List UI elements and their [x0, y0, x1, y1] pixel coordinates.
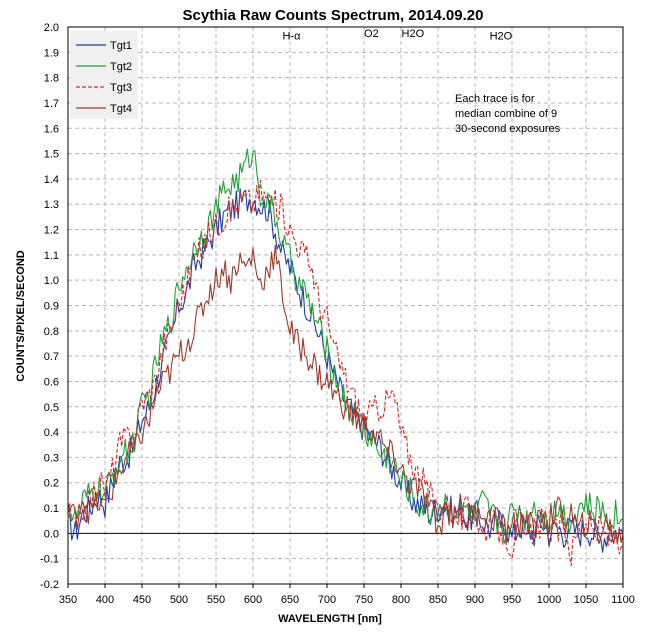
x-tick-label: 1050 [574, 594, 598, 606]
series-lines [67, 148, 624, 567]
y-tick-label: 1.7 [44, 98, 59, 110]
axes [67, 26, 624, 588]
series-line-tgt1 [67, 188, 624, 553]
y-tick-label: 0.8 [44, 326, 59, 338]
y-tick-label: 2.0 [44, 22, 59, 34]
y-tick-label: 0.9 [44, 301, 59, 313]
x-tick-label: 700 [318, 594, 336, 606]
x-axis-title: WAVELENGTH [nm] [278, 613, 382, 625]
y-tick-label: 0.6 [44, 376, 59, 388]
y-tick-label: 0.1 [44, 503, 59, 515]
y-tick-label: -0.2 [40, 579, 59, 591]
x-tick-label: 850 [429, 594, 447, 606]
annotation-label: O2 [364, 28, 379, 40]
x-tick-label: 450 [133, 594, 151, 606]
y-tick-label: 1.0 [44, 275, 59, 287]
note-line: Each trace is for [455, 93, 535, 105]
x-tick-label: 750 [355, 594, 373, 606]
y-tick-label: 1.9 [44, 47, 59, 59]
y-tick-label: 1.6 [44, 123, 59, 135]
plot-area-frame [67, 26, 624, 585]
y-tick-label: 1.8 [44, 73, 59, 85]
y-tick-label: 0.4 [44, 427, 59, 439]
legend-label-tgt4: Tgt4 [110, 103, 132, 115]
x-tick-label: 550 [207, 594, 225, 606]
x-tick-label: 650 [281, 594, 299, 606]
y-tick-label: 0.5 [44, 402, 59, 414]
annotations: H-α O2 H2O H2O Each trace is for median combi… [282, 28, 560, 135]
y-tick-label: 1.3 [44, 199, 59, 211]
legend: Tgt1 Tgt2 Tgt3 Tgt4 [70, 31, 138, 119]
annotation-label: H2O [402, 28, 425, 40]
annotation-label: H-α [282, 31, 301, 43]
y-tick-label: 1.2 [44, 225, 59, 237]
x-tick-label: 600 [244, 594, 262, 606]
legend-label-tgt1: Tgt1 [110, 40, 132, 52]
note-line: median combine of 9 [455, 108, 557, 120]
y-tick-label: -0.1 [40, 554, 59, 566]
x-tick-label: 800 [392, 594, 410, 606]
y-tick-label: 0.7 [44, 351, 59, 363]
legend-box [70, 31, 138, 119]
y-tick-label: 0.0 [44, 528, 59, 540]
series-line-tgt4 [67, 244, 624, 545]
y-tick-label: 0.3 [44, 452, 59, 464]
legend-label-tgt2: Tgt2 [110, 61, 132, 73]
x-tick-label: 900 [466, 594, 484, 606]
note-line: 30-second exposures [455, 123, 561, 135]
legend-label-tgt3: Tgt3 [110, 82, 132, 94]
y-tick-label: 1.5 [44, 149, 59, 161]
annotation-label: H2O [490, 31, 513, 43]
y-axis-title: COUNTS/PIXEL/SECOND [15, 250, 27, 381]
tick-labels: -0.2 -0.1 0.0 0.1 0.2 0.3 0.4 0.5 0.6 0.7 0.8 0.9 1.… [40, 22, 635, 606]
x-tick-label: 500 [170, 594, 188, 606]
y-tick-label: 0.2 [44, 478, 59, 490]
series-line-tgt3 [67, 179, 624, 567]
x-tick-label: 350 [59, 594, 77, 606]
x-tick-label: 1100 [611, 594, 635, 606]
x-tick-label: 950 [503, 594, 521, 606]
x-tick-label: 1000 [537, 594, 561, 606]
y-tick-label: 1.1 [44, 250, 59, 262]
chart-title: Scythia Raw Counts Spectrum, 2014.09.20 [183, 7, 484, 24]
x-tick-label: 400 [96, 594, 114, 606]
y-tick-label: 1.4 [44, 174, 59, 186]
